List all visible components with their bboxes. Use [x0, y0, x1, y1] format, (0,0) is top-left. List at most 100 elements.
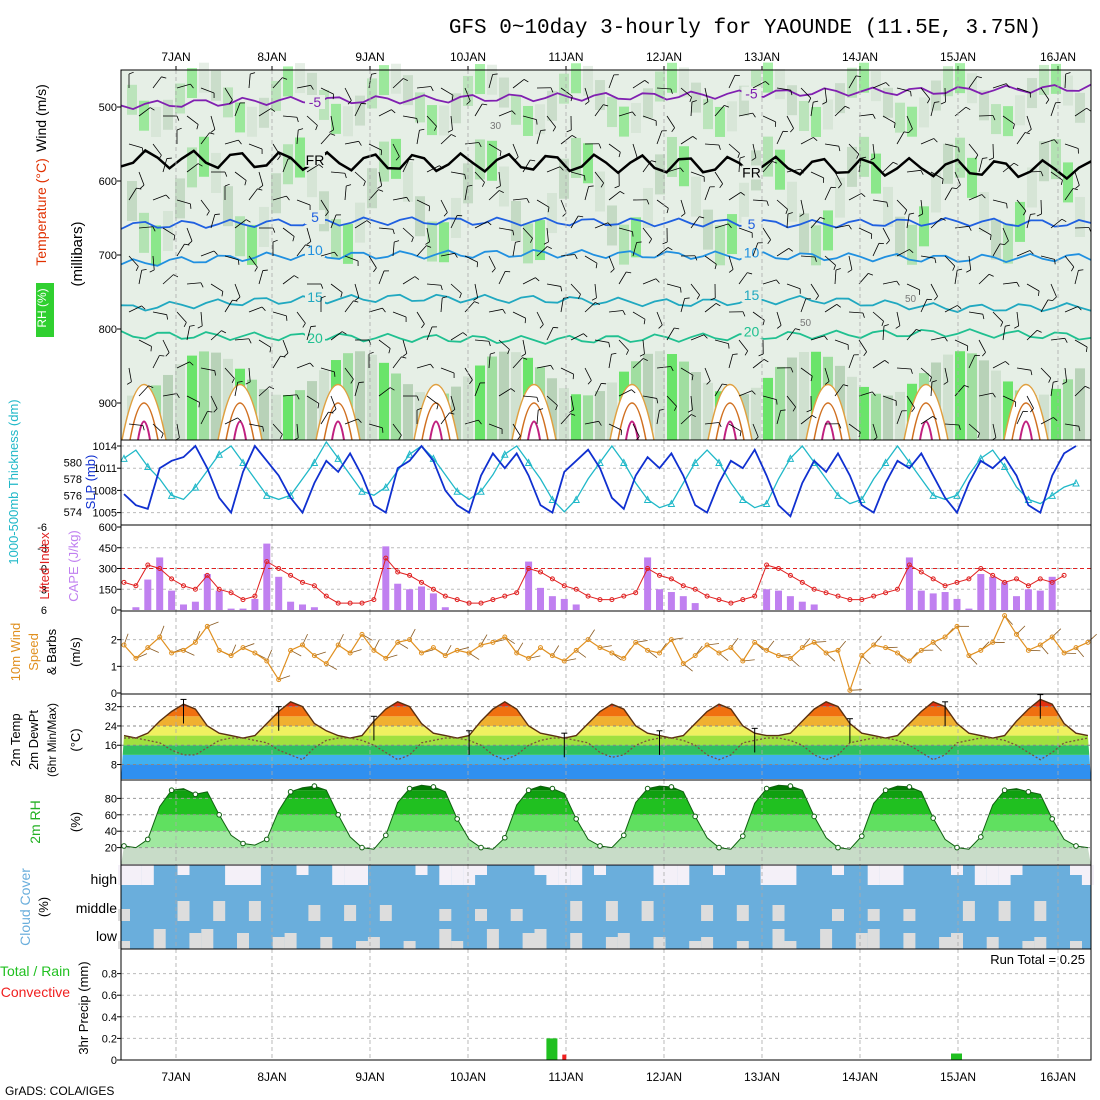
rh-point	[835, 844, 841, 851]
wind-barb	[184, 243, 190, 246]
slp-tick-label: 1014	[93, 441, 117, 453]
rh-shade	[715, 225, 725, 266]
wind-barb	[234, 171, 247, 181]
wind-barb	[656, 87, 671, 90]
rh-shade	[355, 202, 365, 243]
wind-barb	[487, 221, 492, 226]
cloud-gap-low	[118, 941, 130, 949]
wind-barb	[440, 252, 455, 257]
thickness-point	[239, 458, 247, 466]
lifted-index-point	[490, 597, 496, 603]
slp-tick-label: 1011	[93, 463, 117, 475]
wind-barb	[210, 395, 218, 409]
rh-shade	[859, 136, 869, 177]
rh-shade	[295, 137, 305, 178]
wind-barb	[1045, 99, 1050, 104]
wind-barb	[690, 334, 705, 341]
wind-barb	[738, 339, 748, 352]
rh-shade	[991, 370, 1001, 440]
rh-shade	[643, 88, 653, 119]
rh-shade	[763, 136, 773, 177]
wind-barb	[968, 194, 983, 201]
wind-barb	[800, 255, 815, 258]
rh-shade	[655, 71, 665, 102]
wind-speed-point	[657, 650, 662, 656]
lifted-index-point	[680, 583, 686, 589]
wind-barb	[535, 277, 540, 282]
wind-barb	[318, 164, 324, 168]
wind-barb	[550, 87, 554, 93]
cloud-gap-middle	[510, 909, 523, 921]
contour-label-bg	[305, 289, 325, 304]
wind-barb	[140, 184, 145, 189]
wind-barb	[196, 124, 199, 130]
wind-barb	[536, 119, 538, 125]
wind-barb	[848, 423, 861, 433]
thickness-point	[120, 454, 128, 462]
precip-total-bar	[951, 1053, 962, 1060]
rh-band	[121, 847, 1091, 864]
wind-barb	[416, 199, 430, 207]
cape-bar	[989, 576, 997, 610]
rh-shade	[259, 206, 269, 247]
precip-convective-legend: Convective	[1, 984, 70, 1000]
wind-barb	[881, 321, 884, 327]
wind-barb	[1064, 338, 1068, 343]
wind-barb	[944, 367, 949, 382]
wind-barb	[824, 381, 830, 385]
rh-shade	[247, 106, 257, 137]
wind-barb	[402, 115, 417, 119]
rh-shade	[271, 80, 281, 111]
wind-barb	[968, 355, 976, 369]
wind-barb	[128, 423, 143, 426]
wind-barb	[440, 134, 452, 145]
wind-barb	[786, 168, 801, 173]
thickness-tick-label: 580	[64, 457, 82, 469]
wind-barb	[224, 367, 235, 379]
rh-point	[121, 843, 127, 849]
wind-barb	[450, 332, 464, 341]
rh-shade	[451, 93, 461, 124]
wind-barb	[751, 157, 757, 161]
wind-barb	[474, 221, 488, 229]
cloud-gap-low	[1070, 941, 1082, 949]
rh-shade	[367, 78, 377, 109]
cape-bar	[1048, 576, 1056, 610]
wind-barb	[906, 115, 913, 130]
rh-shade	[571, 394, 581, 440]
wind-barb	[824, 304, 837, 313]
wind-barb	[296, 362, 311, 369]
cape-bar	[382, 546, 390, 610]
run-total-label: Run Total = 0.25	[990, 952, 1085, 967]
wind-barb	[502, 309, 506, 314]
wind-barb	[560, 199, 567, 214]
cloud-level-label-low: low	[96, 928, 118, 944]
cape-bar	[215, 590, 223, 610]
wind-barb	[659, 408, 665, 411]
thickness-point	[929, 491, 938, 499]
cape-tick-label: 150	[99, 584, 117, 596]
wind-barb	[906, 283, 920, 291]
wind-barb	[838, 423, 842, 429]
wind-barb	[806, 409, 812, 413]
wind-barb	[521, 353, 526, 357]
rh-shade	[511, 200, 521, 241]
wind-barb	[248, 188, 258, 201]
lifted-index-point	[645, 566, 651, 571]
wind-barb	[896, 249, 910, 257]
rh-shade	[487, 64, 497, 95]
wind-barb	[210, 129, 216, 133]
wind-barb	[209, 132, 215, 135]
cape-bar	[418, 586, 425, 610]
rh-point	[1001, 787, 1008, 794]
rh-point	[430, 784, 437, 790]
wind-barb	[514, 156, 519, 161]
wind-barb	[213, 250, 218, 255]
rh-point	[335, 812, 342, 818]
wind-barb	[1064, 255, 1075, 268]
wind-barb	[426, 165, 440, 173]
rh-band	[121, 790, 1091, 799]
wind-barb	[762, 161, 773, 173]
rh-shade	[763, 62, 773, 93]
lifted-index-point	[942, 583, 948, 589]
